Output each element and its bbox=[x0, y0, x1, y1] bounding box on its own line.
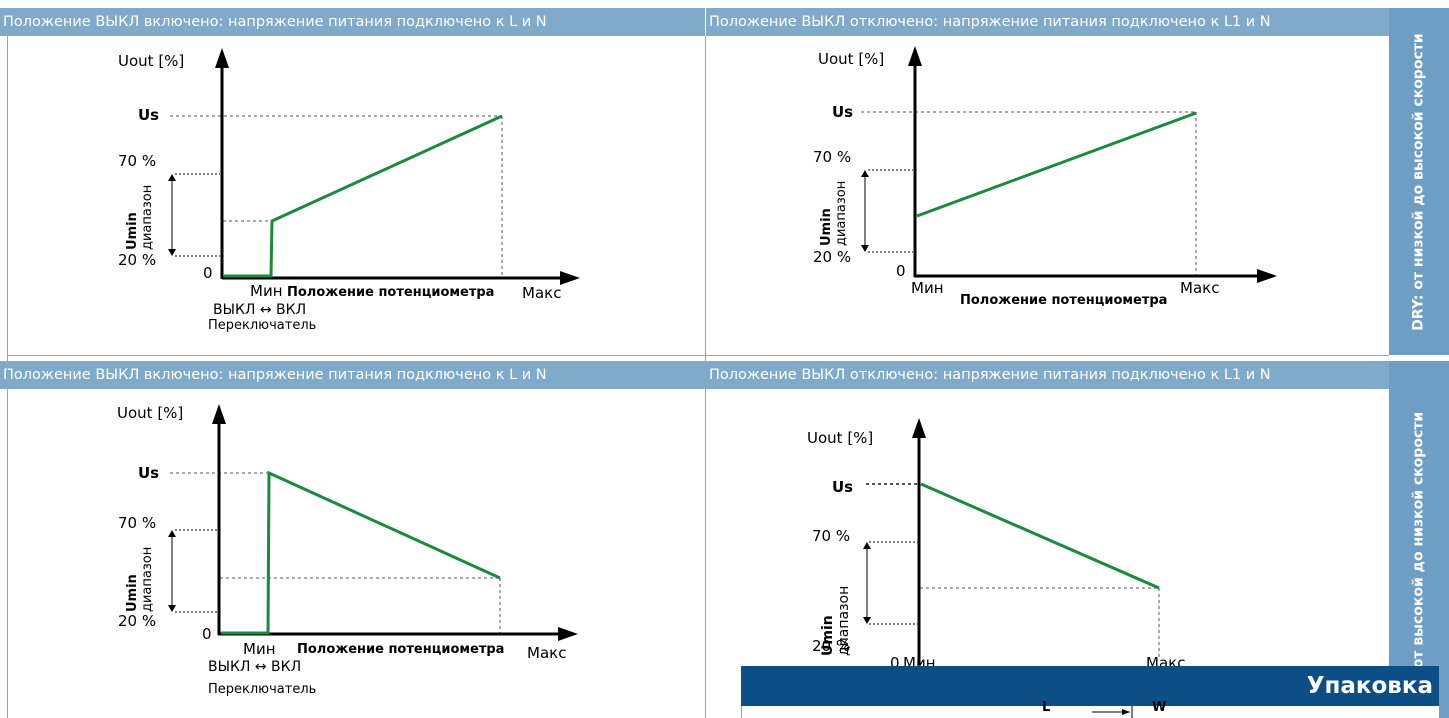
switch-caption: Переключатель bbox=[208, 318, 316, 333]
y-axis-label: Uout [%] bbox=[818, 50, 884, 68]
chart-bottom-right: Uout [%] Us 70 % 20 % Umin диапазон 0 Ми… bbox=[807, 418, 1185, 672]
dimension-l-label: L bbox=[1042, 700, 1051, 715]
y-axis-label: Uout [%] bbox=[807, 429, 873, 447]
y-axis-label: Uout [%] bbox=[117, 404, 183, 422]
series-line bbox=[920, 482, 1160, 590]
us-label: Us bbox=[832, 478, 853, 496]
grid-center-divider bbox=[705, 36, 706, 718]
series-line bbox=[916, 111, 1197, 218]
zero-label: 0 bbox=[202, 625, 212, 643]
p70-label: 70 % bbox=[813, 148, 851, 166]
us-label: Us bbox=[832, 103, 853, 121]
range-label: диапазон bbox=[834, 181, 849, 246]
panel-header-bottom-left: Положение ВЫКЛ включено: напряжение пита… bbox=[0, 361, 705, 389]
max-label: Макс bbox=[522, 284, 561, 302]
packaging-title: Упаковка bbox=[1306, 673, 1433, 699]
panel-header-bottom-right: Положение ВЫКЛ отключено: напряжение пит… bbox=[706, 361, 1389, 389]
x-axis-label: Положение потенциометра bbox=[297, 642, 504, 657]
series-line bbox=[221, 470, 501, 635]
umin-label: Umin bbox=[819, 208, 834, 246]
switch-label: ВЫКЛ ↔ ВКЛ bbox=[208, 659, 301, 675]
sidebar-wet-label: от высокой до низкой скорости bbox=[1410, 411, 1427, 668]
switch-caption: Переключатель bbox=[208, 682, 316, 697]
p70-label: 70 % bbox=[812, 527, 850, 545]
p70-label: 70 % bbox=[118, 514, 156, 532]
x-axis-label: Положение потенциометра bbox=[960, 293, 1167, 308]
x-axis-label: Положение потенциометра bbox=[287, 285, 494, 300]
chart-bottom-left: Uout [%] Us 70 % 20 % 0 Umin диапазон Ми… bbox=[117, 404, 578, 697]
min-label: Мин bbox=[250, 282, 283, 300]
chart-top-right: Uout [%] Us 70 % 20 % 0 Umin диапазон Ми… bbox=[813, 46, 1277, 308]
sidebar-dry: DRY: от низкой до высокой скорости bbox=[1389, 8, 1449, 355]
dimension-w-label: W bbox=[1152, 700, 1167, 715]
sidebar-wet: от высокой до низкой скорости bbox=[1389, 361, 1449, 718]
range-label: диапазон bbox=[140, 185, 155, 250]
series-line bbox=[224, 114, 503, 278]
packaging-body: L W bbox=[741, 700, 1439, 718]
packaging-title-bar: Упаковка bbox=[741, 666, 1439, 706]
dimension-marker-icon bbox=[1092, 706, 1133, 718]
p20-label: 20 % bbox=[118, 612, 156, 630]
min-label: Мин bbox=[911, 279, 944, 297]
umin-label: Umin bbox=[820, 615, 836, 656]
switch-label: ВЫКЛ ↔ ВКЛ bbox=[213, 302, 306, 318]
zero-label: 0 bbox=[203, 264, 213, 282]
grid-middle-divider bbox=[7, 355, 1389, 356]
us-label: Us bbox=[138, 106, 159, 124]
umin-label: Umin bbox=[125, 212, 140, 250]
min-label: Мин bbox=[243, 640, 276, 658]
p20-label: 20 % bbox=[118, 251, 156, 269]
p20-label: 20 % bbox=[812, 637, 850, 655]
zero-label: 0 bbox=[896, 262, 906, 280]
range-label: диапазон bbox=[140, 547, 155, 612]
p70-label: 70 % bbox=[118, 152, 156, 170]
y-axis-label: Uout [%] bbox=[118, 52, 184, 70]
range-label: диапазон bbox=[836, 586, 852, 656]
p20-label: 20 % bbox=[813, 248, 851, 266]
chart-top-left: Uout [%] Us 70 % 20 % 0 Umin диапазон Ми… bbox=[118, 48, 580, 333]
panel-header-top-right: Положение ВЫКЛ отключено: напряжение пит… bbox=[706, 8, 1389, 36]
sidebar-dry-label: DRY: от низкой до высокой скорости bbox=[1410, 32, 1427, 331]
max-label: Макс bbox=[527, 644, 566, 662]
grid-left-border bbox=[7, 36, 8, 718]
zero-label: 0 bbox=[890, 654, 900, 672]
max-label: Макс bbox=[1180, 279, 1219, 297]
umin-label: Umin bbox=[125, 574, 140, 612]
us-label: Us bbox=[138, 464, 159, 482]
panel-header-top-left: Положение ВЫКЛ включено: напряжение пита… bbox=[0, 8, 705, 36]
